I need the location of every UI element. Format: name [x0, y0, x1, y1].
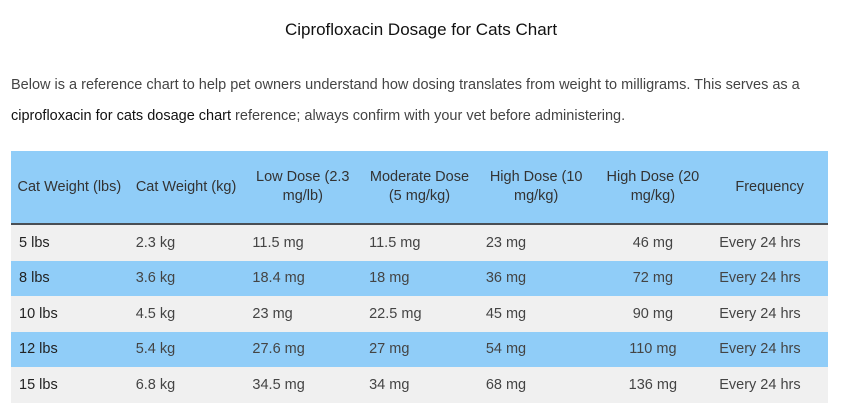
table-cell: 11.5 mg: [244, 224, 362, 261]
table-row: 8 lbs 3.6 kg 18.4 mg 18 mg 36 mg 72 mg Every 2…: [11, 260, 828, 296]
table-row: 12 lbs 5.4 kg 27.6 mg 27 mg 54 mg 110 mg Every…: [11, 331, 828, 367]
column-header: Frequency: [711, 151, 828, 225]
table-cell: 136 mg: [594, 367, 712, 403]
table-cell: 18 mg: [361, 260, 478, 296]
column-header: Cat Weight (lbs): [11, 151, 128, 225]
table-cell: Every 24 hrs: [711, 367, 828, 403]
intro-text: Below is a reference chart to help pet o…: [11, 77, 800, 93]
table-cell: 45 mg: [477, 296, 595, 332]
column-header: High Dose (10 mg/kg): [477, 151, 595, 225]
table-cell: Every 24 hrs: [711, 224, 828, 261]
table-cell: 27.6 mg: [244, 331, 362, 367]
intro-paragraph: Below is a reference chart to help pet o…: [11, 70, 831, 132]
intro-keyword: ciprofloxacin for cats dosage chart: [11, 108, 232, 124]
column-header: Low Dose (2.3 mg/lb): [244, 151, 362, 225]
table-cell: 5.4 kg: [127, 331, 245, 367]
table-cell: 34.5 mg: [244, 367, 362, 403]
column-header: Moderate Dose (5 mg/kg): [361, 151, 478, 225]
column-header: High Dose (20 mg/kg): [594, 151, 712, 225]
intro-text-end: reference; always confirm with your vet …: [231, 108, 626, 124]
table-cell: 23 mg: [477, 224, 595, 261]
table-cell: 36 mg: [477, 260, 595, 296]
column-header: Cat Weight (kg): [127, 151, 245, 225]
table-row: 15 lbs 6.8 kg 34.5 mg 34 mg 68 mg 136 mg Every…: [11, 367, 828, 403]
table-cell: 10 lbs: [11, 296, 128, 332]
table-cell: 110 mg: [594, 331, 712, 367]
table-cell: 5 lbs: [11, 224, 128, 261]
table-cell: Every 24 hrs: [711, 331, 828, 367]
table-cell: 68 mg: [477, 367, 595, 403]
table-cell: 18.4 mg: [244, 260, 362, 296]
table-cell: 8 lbs: [11, 260, 128, 296]
table-cell: 90 mg: [594, 296, 712, 332]
table-cell: 3.6 kg: [127, 260, 245, 296]
table-cell: 72 mg: [594, 260, 712, 296]
table-row: 10 lbs 4.5 kg 23 mg 22.5 mg 45 mg 90 mg Every …: [11, 296, 828, 332]
table-cell: Every 24 hrs: [711, 260, 828, 296]
table-cell: Every 24 hrs: [711, 296, 828, 332]
table-cell: 46 mg: [594, 224, 712, 261]
table-cell: 23 mg: [244, 296, 362, 332]
table-cell: 27 mg: [361, 331, 478, 367]
table-cell: 15 lbs: [11, 367, 128, 403]
table-cell: 22.5 mg: [361, 296, 478, 332]
dosage-table: Cat Weight (lbs) Cat Weight (kg) Low Dose …: [11, 151, 828, 403]
table-cell: 54 mg: [477, 331, 595, 367]
table-row: 5 lbs 2.3 kg 11.5 mg 11.5 mg 23 mg 46 mg Every…: [11, 224, 828, 261]
page-title: Ciprofloxacin Dosage for Cats Chart: [284, 20, 558, 39]
table-cell: 2.3 kg: [127, 224, 245, 261]
table-cell: 6.8 kg: [127, 367, 245, 403]
table-cell: 11.5 mg: [361, 224, 478, 261]
table-cell: 12 lbs: [11, 331, 128, 367]
table-header-row: Cat Weight (lbs) Cat Weight (kg) Low Dose …: [11, 151, 828, 225]
table-cell: 34 mg: [361, 367, 478, 403]
table-cell: 4.5 kg: [127, 296, 245, 332]
